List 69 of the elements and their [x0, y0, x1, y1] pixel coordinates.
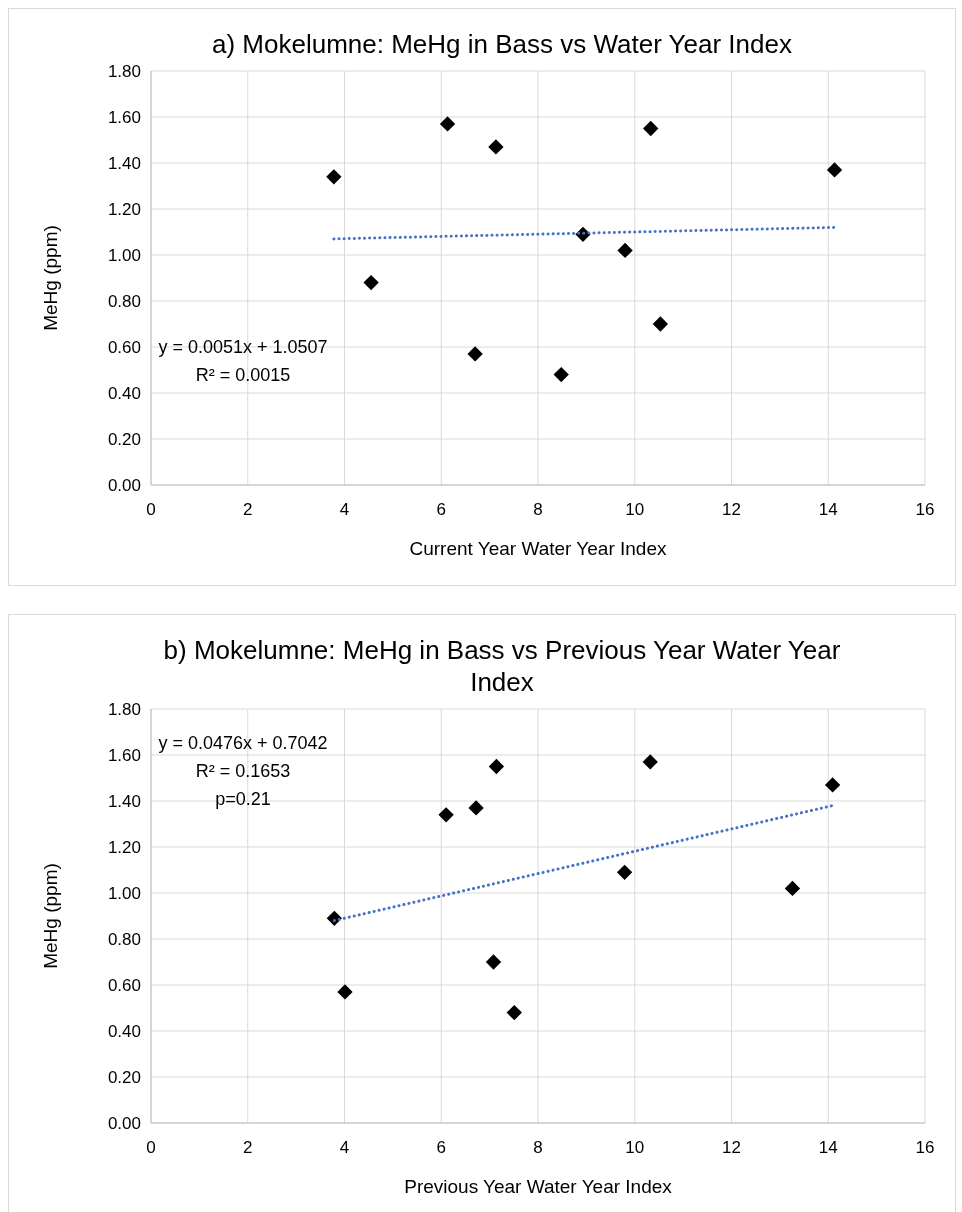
point [643, 120, 659, 137]
point [826, 162, 843, 178]
y-tick-label: 0.60 [107, 338, 141, 357]
annotation: y = 0.0051x + 1.0507 [158, 336, 328, 357]
y-tick-label: 1.00 [107, 884, 141, 903]
y-tick-label: 0.20 [107, 430, 141, 449]
y-tick-label: 0.80 [107, 930, 141, 949]
y-tick-label: 1.40 [107, 792, 141, 811]
annotation: p=0.21 [215, 789, 271, 809]
y-tick-label: 1.40 [107, 154, 141, 173]
x-tick-label: 12 [722, 1138, 741, 1157]
point [337, 984, 353, 1000]
point [488, 758, 505, 775]
point [363, 274, 379, 291]
point [616, 864, 633, 880]
y-tick-label: 0.40 [107, 1022, 141, 1041]
y-axis-title: MeHg (ppm) [40, 863, 61, 969]
x-tick-label: 6 [436, 1138, 446, 1157]
point [488, 139, 504, 155]
y-tick-label: 1.80 [107, 700, 141, 719]
point [553, 366, 569, 383]
x-axis-title: Current Year Water Year Index [409, 538, 667, 559]
chart-title: b) Mokelumne: MeHg in Bass vs Previous Year Water Year Index [163, 635, 841, 697]
y-tick-label: 0.60 [107, 976, 141, 995]
x-tick-label: 4 [339, 500, 350, 519]
point [617, 242, 633, 259]
annotation: R² = 0.0015 [195, 364, 291, 385]
y-tick-label: 1.60 [107, 746, 141, 765]
x-tick-label: 0 [146, 1138, 156, 1157]
x-tick-label: 0 [146, 500, 156, 519]
point [784, 880, 801, 897]
x-tick-label: 2 [243, 1138, 253, 1157]
annotation: R² = 0.1653 [195, 761, 291, 781]
chart-title: a) Mokelumne: MeHg in Bass vs Water Year Index [212, 29, 792, 59]
x-tick-label: 4 [339, 1138, 350, 1157]
x-tick-label: 6 [436, 500, 446, 519]
y-axis-title: MeHg (ppm) [40, 225, 61, 331]
point [824, 777, 841, 793]
x-tick-label: 8 [533, 500, 543, 519]
x-tick-label: 10 [625, 500, 645, 519]
x-tick-label: 2 [243, 500, 253, 519]
y-tick-label: 1.20 [107, 200, 141, 219]
y-tick-label: 1.20 [107, 838, 141, 857]
point [642, 754, 658, 770]
point [438, 807, 454, 823]
y-tick-label: 0.20 [107, 1068, 141, 1087]
point [468, 800, 484, 816]
x-tick-label: 12 [722, 500, 741, 519]
x-tick-label: 14 [818, 500, 838, 519]
x-tick-label: 10 [625, 1138, 645, 1157]
y-tick-label: 1.60 [107, 108, 141, 127]
x-tick-label: 14 [818, 1138, 838, 1157]
y-tick-label: 1.00 [107, 246, 141, 265]
y-tick-label: 0.80 [107, 292, 141, 311]
x-tick-label: 8 [533, 1138, 543, 1157]
annotation: y = 0.0476x + 0.7042 [158, 733, 328, 753]
point [326, 169, 342, 185]
x-tick-label: 16 [915, 500, 935, 519]
point [652, 316, 669, 332]
point [439, 116, 456, 132]
point [485, 954, 502, 970]
y-tick-label: 1.80 [107, 62, 141, 81]
y-tick-label: 0.40 [107, 384, 141, 403]
y-tick-label: 0.00 [107, 1114, 141, 1133]
point [467, 346, 483, 362]
y-tick-label: 0.00 [107, 476, 141, 495]
x-axis-title: Previous Year Water Year Index [404, 1176, 673, 1197]
x-tick-label: 16 [915, 1138, 935, 1157]
point [506, 1004, 522, 1021]
